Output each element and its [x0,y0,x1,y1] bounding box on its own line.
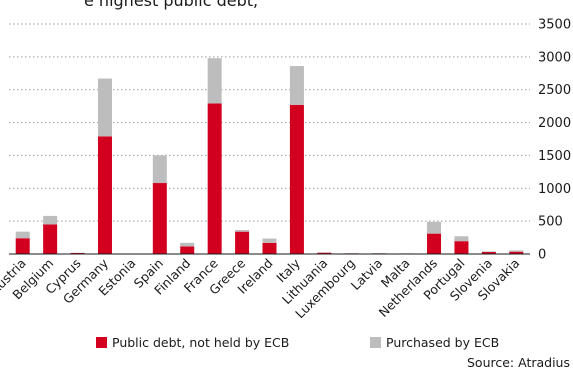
bar-segment [427,221,442,234]
header-fragment: e highest public debt, [84,0,259,10]
x-category-label: Latvia [348,256,386,294]
y-tick-label: 500 [538,215,563,230]
bar-segment [235,231,250,254]
bar-segment [317,252,332,254]
y-tick-label: 1500 [538,149,571,164]
bar-segment [207,58,222,104]
bar-segment [262,242,277,254]
y-tick-label: 2000 [538,116,571,131]
bars [15,58,524,254]
legend-item-purchased-by-ecb: Purchased by ECB [370,335,499,350]
bar-segment [207,103,222,254]
bar-segment [509,250,524,252]
bar-segment [235,230,250,232]
y-axis-tick-labels: 0 500 1000 1500 2000 2500 3000 3500 [538,18,571,263]
y-tick-label: 1000 [538,182,571,197]
source-note: Source: Atradius [467,355,570,370]
y-tick-label: 3500 [538,18,571,33]
bar-segment [454,236,469,242]
bar-segment [262,238,277,243]
bar-segment [43,224,58,254]
bar-segment [43,215,58,225]
gridlines [9,23,530,222]
bar-segment [97,136,112,254]
bar-segment [97,78,112,137]
legend-label-purchased-by-ecb: Purchased by ECB [386,335,500,350]
y-tick-label: 0 [538,248,546,263]
legend-swatch-purchased-by-ecb [370,337,381,348]
bar-segment [15,231,30,239]
bar-segment [180,246,195,254]
legend-swatch-public-debt [96,337,107,348]
bar-segment [481,252,496,254]
bar-segment [15,238,30,254]
legend-item-public-debt: Public debt, not held by ECB [96,335,289,350]
bar-segment [180,242,195,247]
bar-segment [454,241,469,254]
x-axis-category-labels: AustriaBelgiumCyprusGermanyEstoniaSpainF… [0,255,522,321]
bar-segment [427,233,442,254]
bar-segment [152,183,167,254]
y-tick-label: 3000 [538,50,571,65]
bar-segment [152,155,167,184]
bar-segment [289,104,304,254]
bar-segment [509,251,524,254]
y-tick-label: 2500 [538,83,571,98]
legend-label-public-debt: Public debt, not held by ECB [112,335,290,350]
bar-segment [289,66,304,105]
bar-segment [481,251,496,253]
